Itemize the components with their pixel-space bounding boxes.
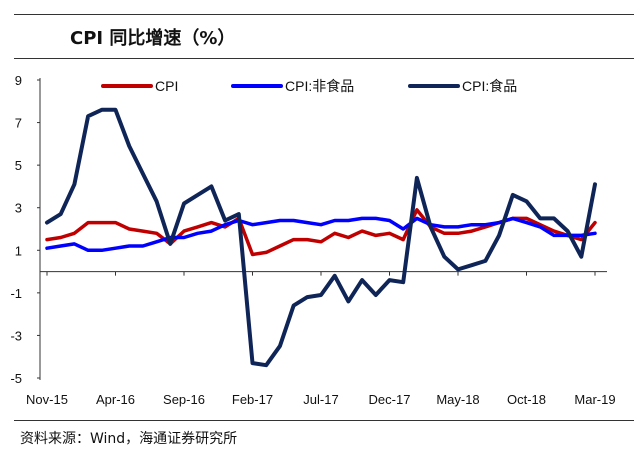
x-tick-label: Mar-19 <box>574 392 615 407</box>
y-tick-label: -1 <box>10 286 22 301</box>
x-tick-label: Oct-18 <box>507 392 546 407</box>
chart-title: CPI 同比增速（%） <box>70 28 236 49</box>
x-tick-label: Jul-17 <box>303 392 338 407</box>
legend-label-3: CPI:食品 <box>462 78 517 94</box>
x-tick-label: May-18 <box>436 392 479 407</box>
y-tick-label: 3 <box>15 201 22 216</box>
x-tick-label: Nov-15 <box>26 392 68 407</box>
y-tick-label: 9 <box>15 73 22 88</box>
series-line-2 <box>45 216 597 253</box>
legend-label-1: CPI <box>155 78 178 94</box>
source-note: 资料来源：Wind，海通证券研究所 <box>20 431 238 447</box>
top-rule <box>14 14 634 15</box>
x-tick-label: Sep-16 <box>163 392 205 407</box>
x-tick-label: Dec-17 <box>369 392 411 407</box>
y-tick-label: -3 <box>10 328 22 343</box>
series-line-1 <box>45 208 597 257</box>
source-rule <box>14 420 634 421</box>
x-tick-label: Apr-16 <box>96 392 135 407</box>
title-rule <box>14 58 634 59</box>
y-tick-label: -5 <box>10 371 22 386</box>
y-tick-label: 5 <box>15 158 22 173</box>
legend-label-2: CPI:非食品 <box>285 78 354 94</box>
y-tick-label: 1 <box>15 243 22 258</box>
series-line-3 <box>45 107 597 368</box>
x-tick-label: Feb-17 <box>232 392 273 407</box>
y-tick-label: 7 <box>15 116 22 131</box>
